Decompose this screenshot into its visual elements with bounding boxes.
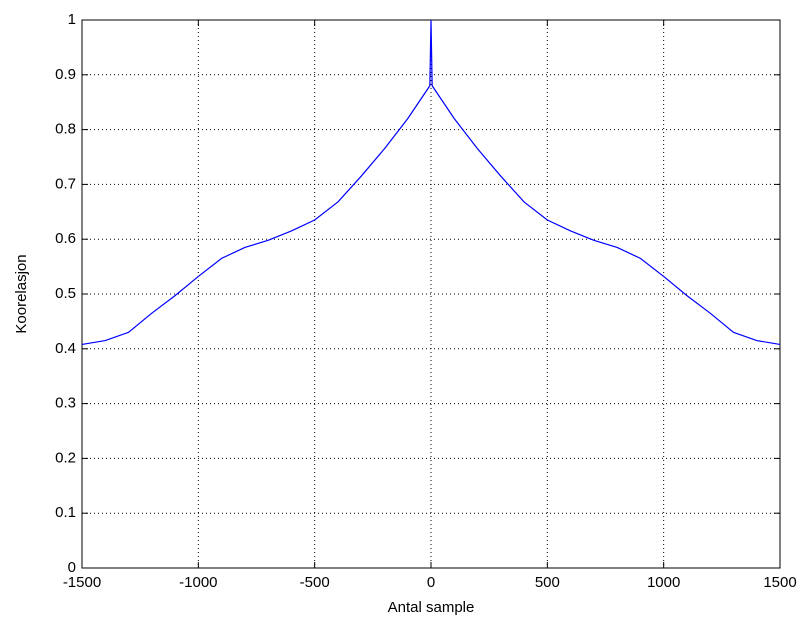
- y-tick-label: 0.7: [55, 175, 76, 192]
- x-tick-label: -1500: [63, 574, 101, 591]
- y-tick-label: 0.2: [55, 449, 76, 466]
- y-axis-label: Koorelasjon: [13, 254, 30, 333]
- y-tick-label: 1: [68, 11, 76, 28]
- data-line: [81, 19, 781, 346]
- y-tick-label: 0.6: [55, 230, 76, 247]
- x-tick-label: 0: [427, 574, 435, 591]
- y-tick-label: 0.4: [55, 340, 76, 357]
- y-tick-label: 0.9: [55, 66, 76, 83]
- y-tick-label: 0.1: [55, 504, 76, 521]
- x-tick-label: -1000: [179, 574, 217, 591]
- y-tick-label: 0.3: [55, 395, 76, 412]
- y-tick-label: 0: [68, 559, 76, 576]
- x-tick-label: 1500: [763, 574, 796, 591]
- x-axis-label: Antal sample: [388, 599, 475, 616]
- x-tick-label: 1000: [647, 574, 680, 591]
- y-tick-label: 0.8: [55, 121, 76, 138]
- y-tick-label: 0.5: [55, 285, 76, 302]
- x-tick-label: 500: [535, 574, 560, 591]
- x-tick-label: -500: [300, 574, 330, 591]
